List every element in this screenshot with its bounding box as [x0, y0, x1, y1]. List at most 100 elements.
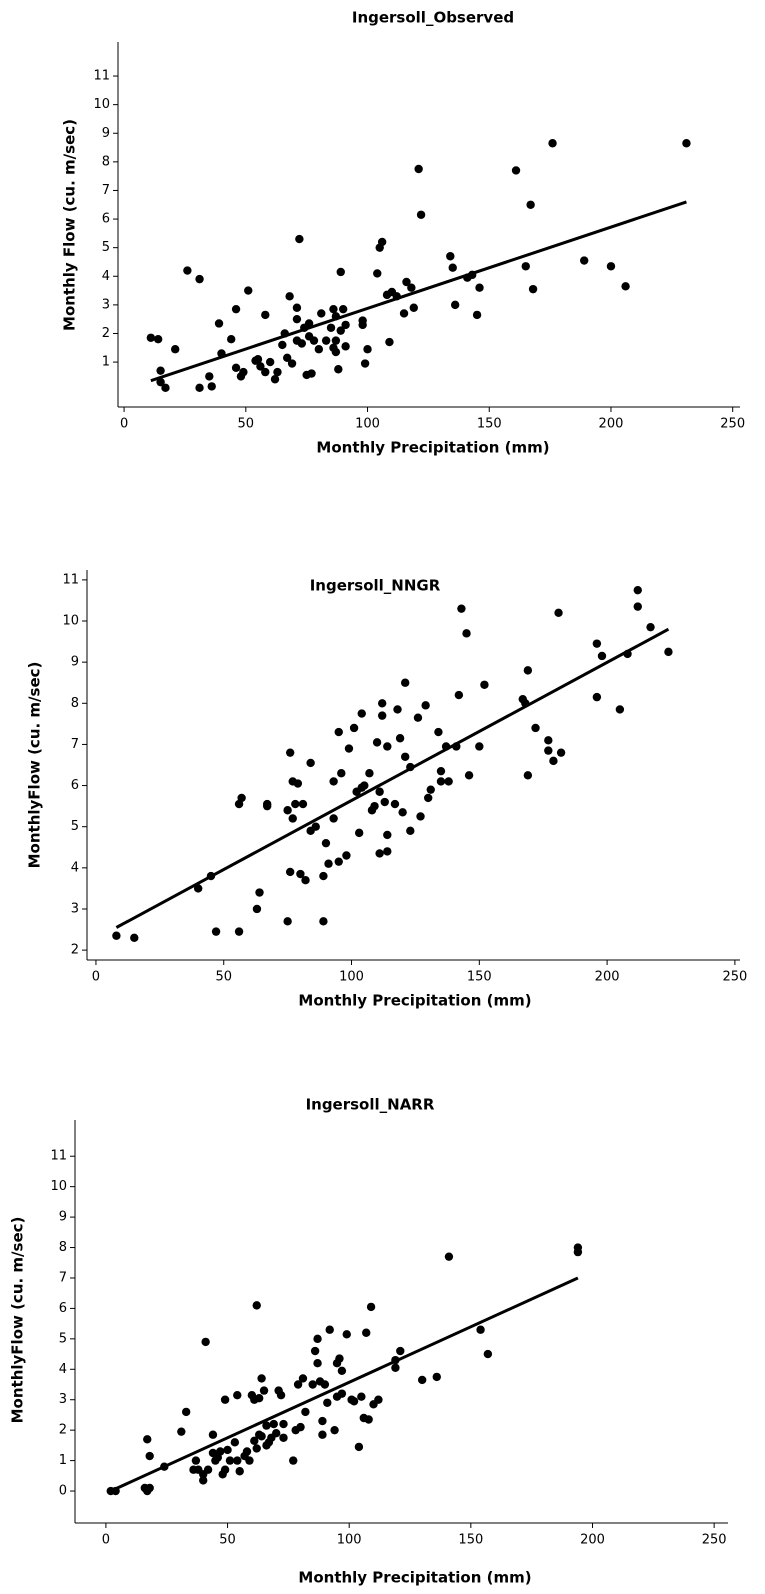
scatter-point [407, 283, 416, 292]
scatter-point [592, 639, 602, 648]
y-tick-label: 3 [71, 901, 79, 916]
scatter-point [181, 1407, 191, 1417]
scatter-point [279, 1433, 288, 1442]
scatter-point [203, 1465, 213, 1474]
scatter-point [230, 1438, 240, 1447]
scatter-point [308, 1380, 317, 1389]
scatter-point [250, 1436, 259, 1446]
scatter-point [326, 323, 336, 332]
scatter-point [398, 808, 407, 817]
scatter-point [242, 1447, 252, 1456]
x-tick-label: 100 [337, 1533, 362, 1548]
scatter-point [336, 326, 345, 335]
scatter-point [285, 867, 295, 877]
scatter-point [261, 367, 270, 377]
scatter-point [329, 777, 338, 786]
scatter-point [177, 1427, 186, 1436]
y-tick-label: 2 [102, 326, 110, 341]
scatter-point [259, 1386, 269, 1395]
scatter-point [354, 1442, 364, 1452]
scatter-point [296, 1422, 305, 1432]
scatter-point [309, 336, 319, 345]
scatter-point [400, 678, 410, 687]
scatter-point [205, 372, 214, 381]
scatter-point [319, 871, 328, 881]
scatter-point [366, 1302, 376, 1312]
scatter-point [223, 1445, 232, 1455]
scatter-point [373, 269, 382, 278]
scatter-point [526, 200, 535, 209]
scatter-point [633, 585, 642, 595]
trend-line [115, 627, 670, 929]
scatter-point [191, 1456, 201, 1465]
scatter-point [306, 758, 315, 768]
scatter-point [324, 859, 333, 868]
scatter-point [282, 353, 292, 362]
scatter-point [606, 262, 616, 271]
scatter-point [391, 1363, 400, 1372]
x-tick-label: 250 [722, 970, 747, 985]
scatter-point [321, 838, 331, 848]
scatter-point [291, 799, 300, 809]
scatter-point [319, 917, 328, 926]
scatter-point [633, 602, 642, 611]
scatter-point [446, 252, 455, 261]
scatter-point [544, 736, 553, 745]
scatter-point [362, 1328, 371, 1337]
scatter-point [597, 651, 607, 661]
scatter-point [183, 266, 192, 275]
scatter-point [377, 699, 387, 708]
scatter-point [342, 851, 351, 860]
scatter-point [288, 814, 297, 823]
y-tick-label: 6 [59, 1301, 67, 1316]
scatter-point [289, 1456, 298, 1465]
scatter-point [414, 164, 423, 174]
scatter-point [521, 262, 530, 271]
scatter-point [370, 801, 379, 811]
scatter-point [201, 1337, 210, 1347]
scatter-point [402, 277, 411, 287]
y-tick-label: 6 [102, 212, 110, 227]
scatter-point [444, 777, 453, 786]
scatter-point [342, 1330, 351, 1339]
scatter-point [413, 713, 423, 722]
scatter-point [592, 692, 602, 702]
scatter-point [292, 303, 302, 312]
scatter-point [227, 335, 236, 344]
scatter-point [476, 1325, 485, 1334]
scatter-point [377, 237, 387, 247]
scatter-point [383, 742, 392, 751]
scatter-point [156, 377, 165, 387]
y-tick-label: 0 [59, 1484, 67, 1499]
scatter-point [434, 727, 443, 737]
x-tick-label: 200 [580, 1533, 605, 1548]
scatter-point [358, 320, 367, 330]
scatter-point [256, 362, 265, 371]
scatter-point [293, 779, 303, 788]
scatter-point [331, 347, 341, 357]
scatter-point [664, 647, 673, 657]
scatter-point [383, 847, 392, 856]
scatter-point [341, 320, 350, 330]
scatter-point [195, 274, 204, 284]
scatter-point [293, 1380, 303, 1389]
chart-title: Ingersoll_NNGR [310, 577, 441, 595]
y-tick-label: 3 [59, 1392, 67, 1407]
scatter-point [153, 335, 163, 344]
x-tick-label: 100 [355, 417, 380, 432]
scatter-point [254, 1394, 264, 1403]
scatter-point [523, 771, 533, 780]
scatter-point [252, 904, 262, 914]
scatter-point [364, 1415, 373, 1424]
scatter-point [287, 359, 297, 368]
scatter-point [313, 1334, 322, 1344]
scatter-point [195, 383, 204, 393]
y-tick-label: 2 [71, 943, 79, 958]
scatter-point [579, 256, 589, 265]
scatter-point [682, 139, 691, 148]
scatter-point [231, 363, 241, 373]
scatter-point [321, 336, 331, 345]
y-tick-label: 3 [102, 297, 110, 312]
scatter-point [220, 1395, 230, 1404]
